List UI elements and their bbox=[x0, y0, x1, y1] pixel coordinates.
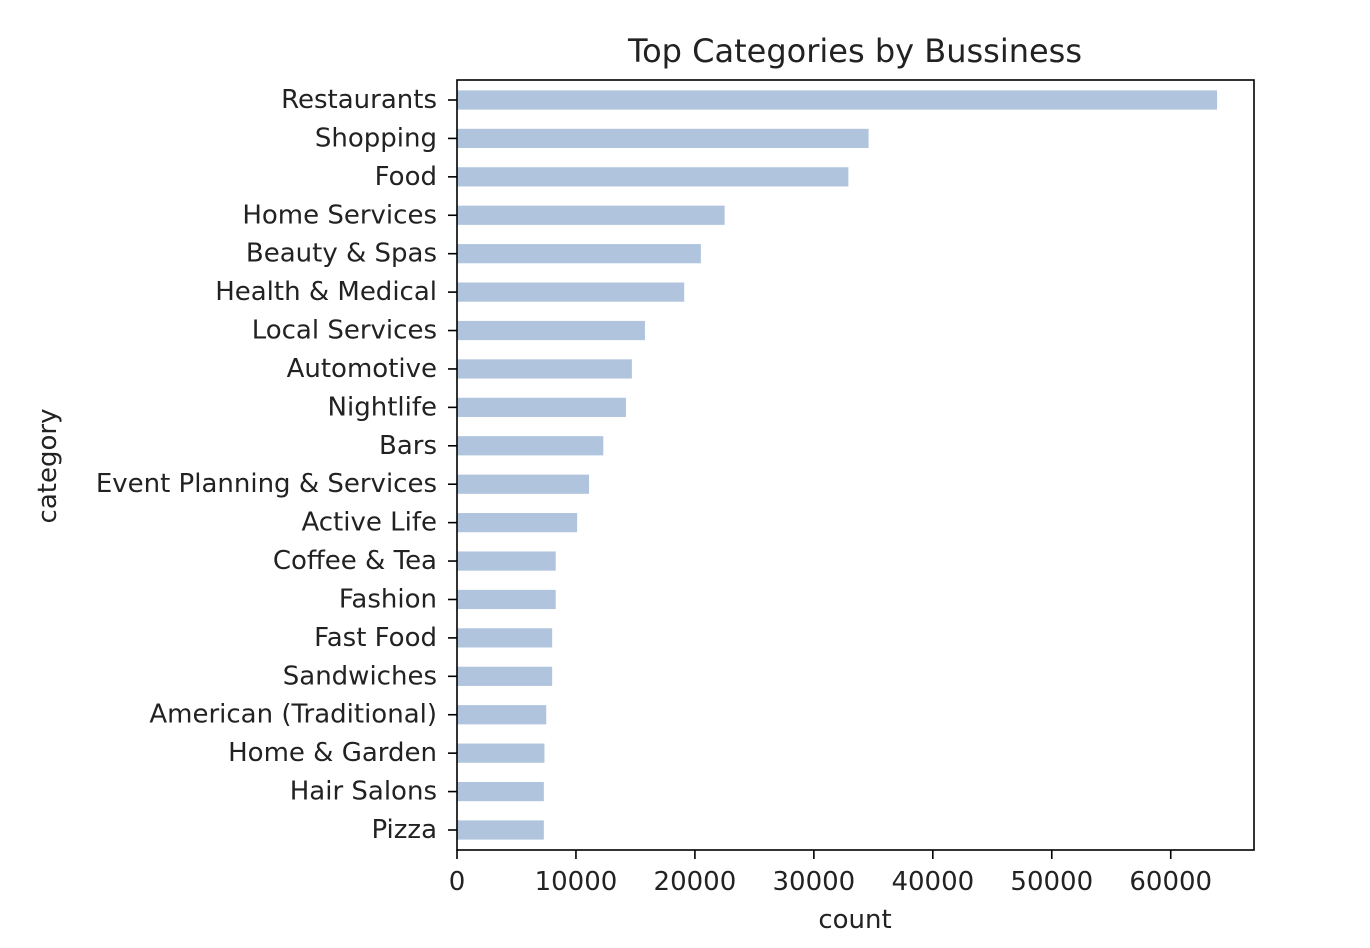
y-tick-label: Restaurants bbox=[281, 85, 437, 115]
y-axis-ticks: Restaurants Shopping Food Home Services Beau… bbox=[96, 85, 457, 845]
y-tick-label: Food bbox=[375, 162, 437, 192]
y-axis-label: category bbox=[33, 409, 63, 524]
y-tick-label: Sandwiches bbox=[283, 661, 437, 691]
bar bbox=[457, 589, 556, 610]
x-axis-ticks: 0 10000 20000 30000 40000 50000 60000 bbox=[449, 850, 1212, 897]
bar bbox=[457, 282, 685, 302]
y-tick-label: Coffee & Tea bbox=[273, 546, 437, 576]
bar bbox=[457, 551, 556, 571]
bar bbox=[457, 320, 645, 341]
y-tick-label: Beauty & Spas bbox=[246, 239, 437, 269]
y-tick-label: Health & Medical bbox=[215, 277, 437, 307]
bar bbox=[457, 359, 632, 379]
x-tick-label: 40000 bbox=[891, 867, 974, 897]
plot-frame bbox=[456, 79, 1255, 851]
x-tick-label: 10000 bbox=[535, 867, 618, 897]
bar bbox=[457, 666, 553, 686]
bar bbox=[457, 128, 869, 149]
x-tick-label: 30000 bbox=[773, 867, 856, 897]
y-tick-label: Automotive bbox=[287, 354, 437, 384]
x-tick-label: 20000 bbox=[654, 867, 737, 897]
bar bbox=[457, 743, 545, 763]
bar bbox=[457, 628, 553, 648]
y-tick-label: Home Services bbox=[242, 200, 437, 230]
y-tick-label: Pizza bbox=[371, 815, 437, 845]
x-tick-label: 0 bbox=[449, 867, 466, 897]
y-tick-label: Bars bbox=[379, 431, 437, 461]
bar bbox=[457, 820, 544, 840]
y-tick-label: Home & Garden bbox=[228, 738, 437, 768]
bar bbox=[457, 205, 725, 225]
y-tick-label: Fast Food bbox=[314, 623, 437, 653]
bars-group bbox=[457, 90, 1218, 840]
bar bbox=[457, 90, 1218, 110]
y-tick-label: Nightlife bbox=[328, 392, 437, 422]
y-tick-label: Hair Salons bbox=[290, 777, 437, 807]
y-tick-label: American (Traditional) bbox=[149, 700, 437, 730]
x-tick-label: 60000 bbox=[1129, 867, 1212, 897]
y-tick-label: Shopping bbox=[315, 123, 437, 153]
bar bbox=[457, 705, 547, 725]
y-tick-label: Fashion bbox=[339, 584, 437, 614]
x-axis-label: count bbox=[818, 905, 891, 935]
bar bbox=[457, 513, 578, 533]
bar bbox=[457, 474, 590, 494]
bar bbox=[457, 781, 544, 802]
bar bbox=[457, 436, 604, 456]
bar bbox=[457, 244, 701, 264]
chart-title: Top Categories by Bussiness bbox=[627, 32, 1082, 70]
x-tick-label: 50000 bbox=[1010, 867, 1093, 897]
y-tick-label: Event Planning & Services bbox=[96, 469, 437, 499]
y-tick-label: Local Services bbox=[252, 316, 437, 346]
bar bbox=[457, 167, 849, 187]
bar bbox=[457, 397, 626, 417]
y-tick-label: Active Life bbox=[301, 508, 437, 538]
